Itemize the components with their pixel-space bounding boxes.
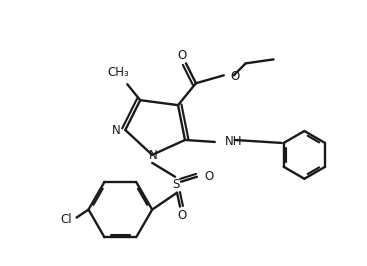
Text: O: O <box>177 209 187 222</box>
Text: N: N <box>112 123 120 136</box>
Text: Cl: Cl <box>61 213 72 226</box>
Text: NH: NH <box>225 135 242 148</box>
Text: O: O <box>177 49 187 62</box>
Text: CH₃: CH₃ <box>108 66 129 79</box>
Text: S: S <box>172 178 180 191</box>
Text: N: N <box>149 149 157 162</box>
Text: O: O <box>231 70 240 83</box>
Text: O: O <box>204 170 213 183</box>
